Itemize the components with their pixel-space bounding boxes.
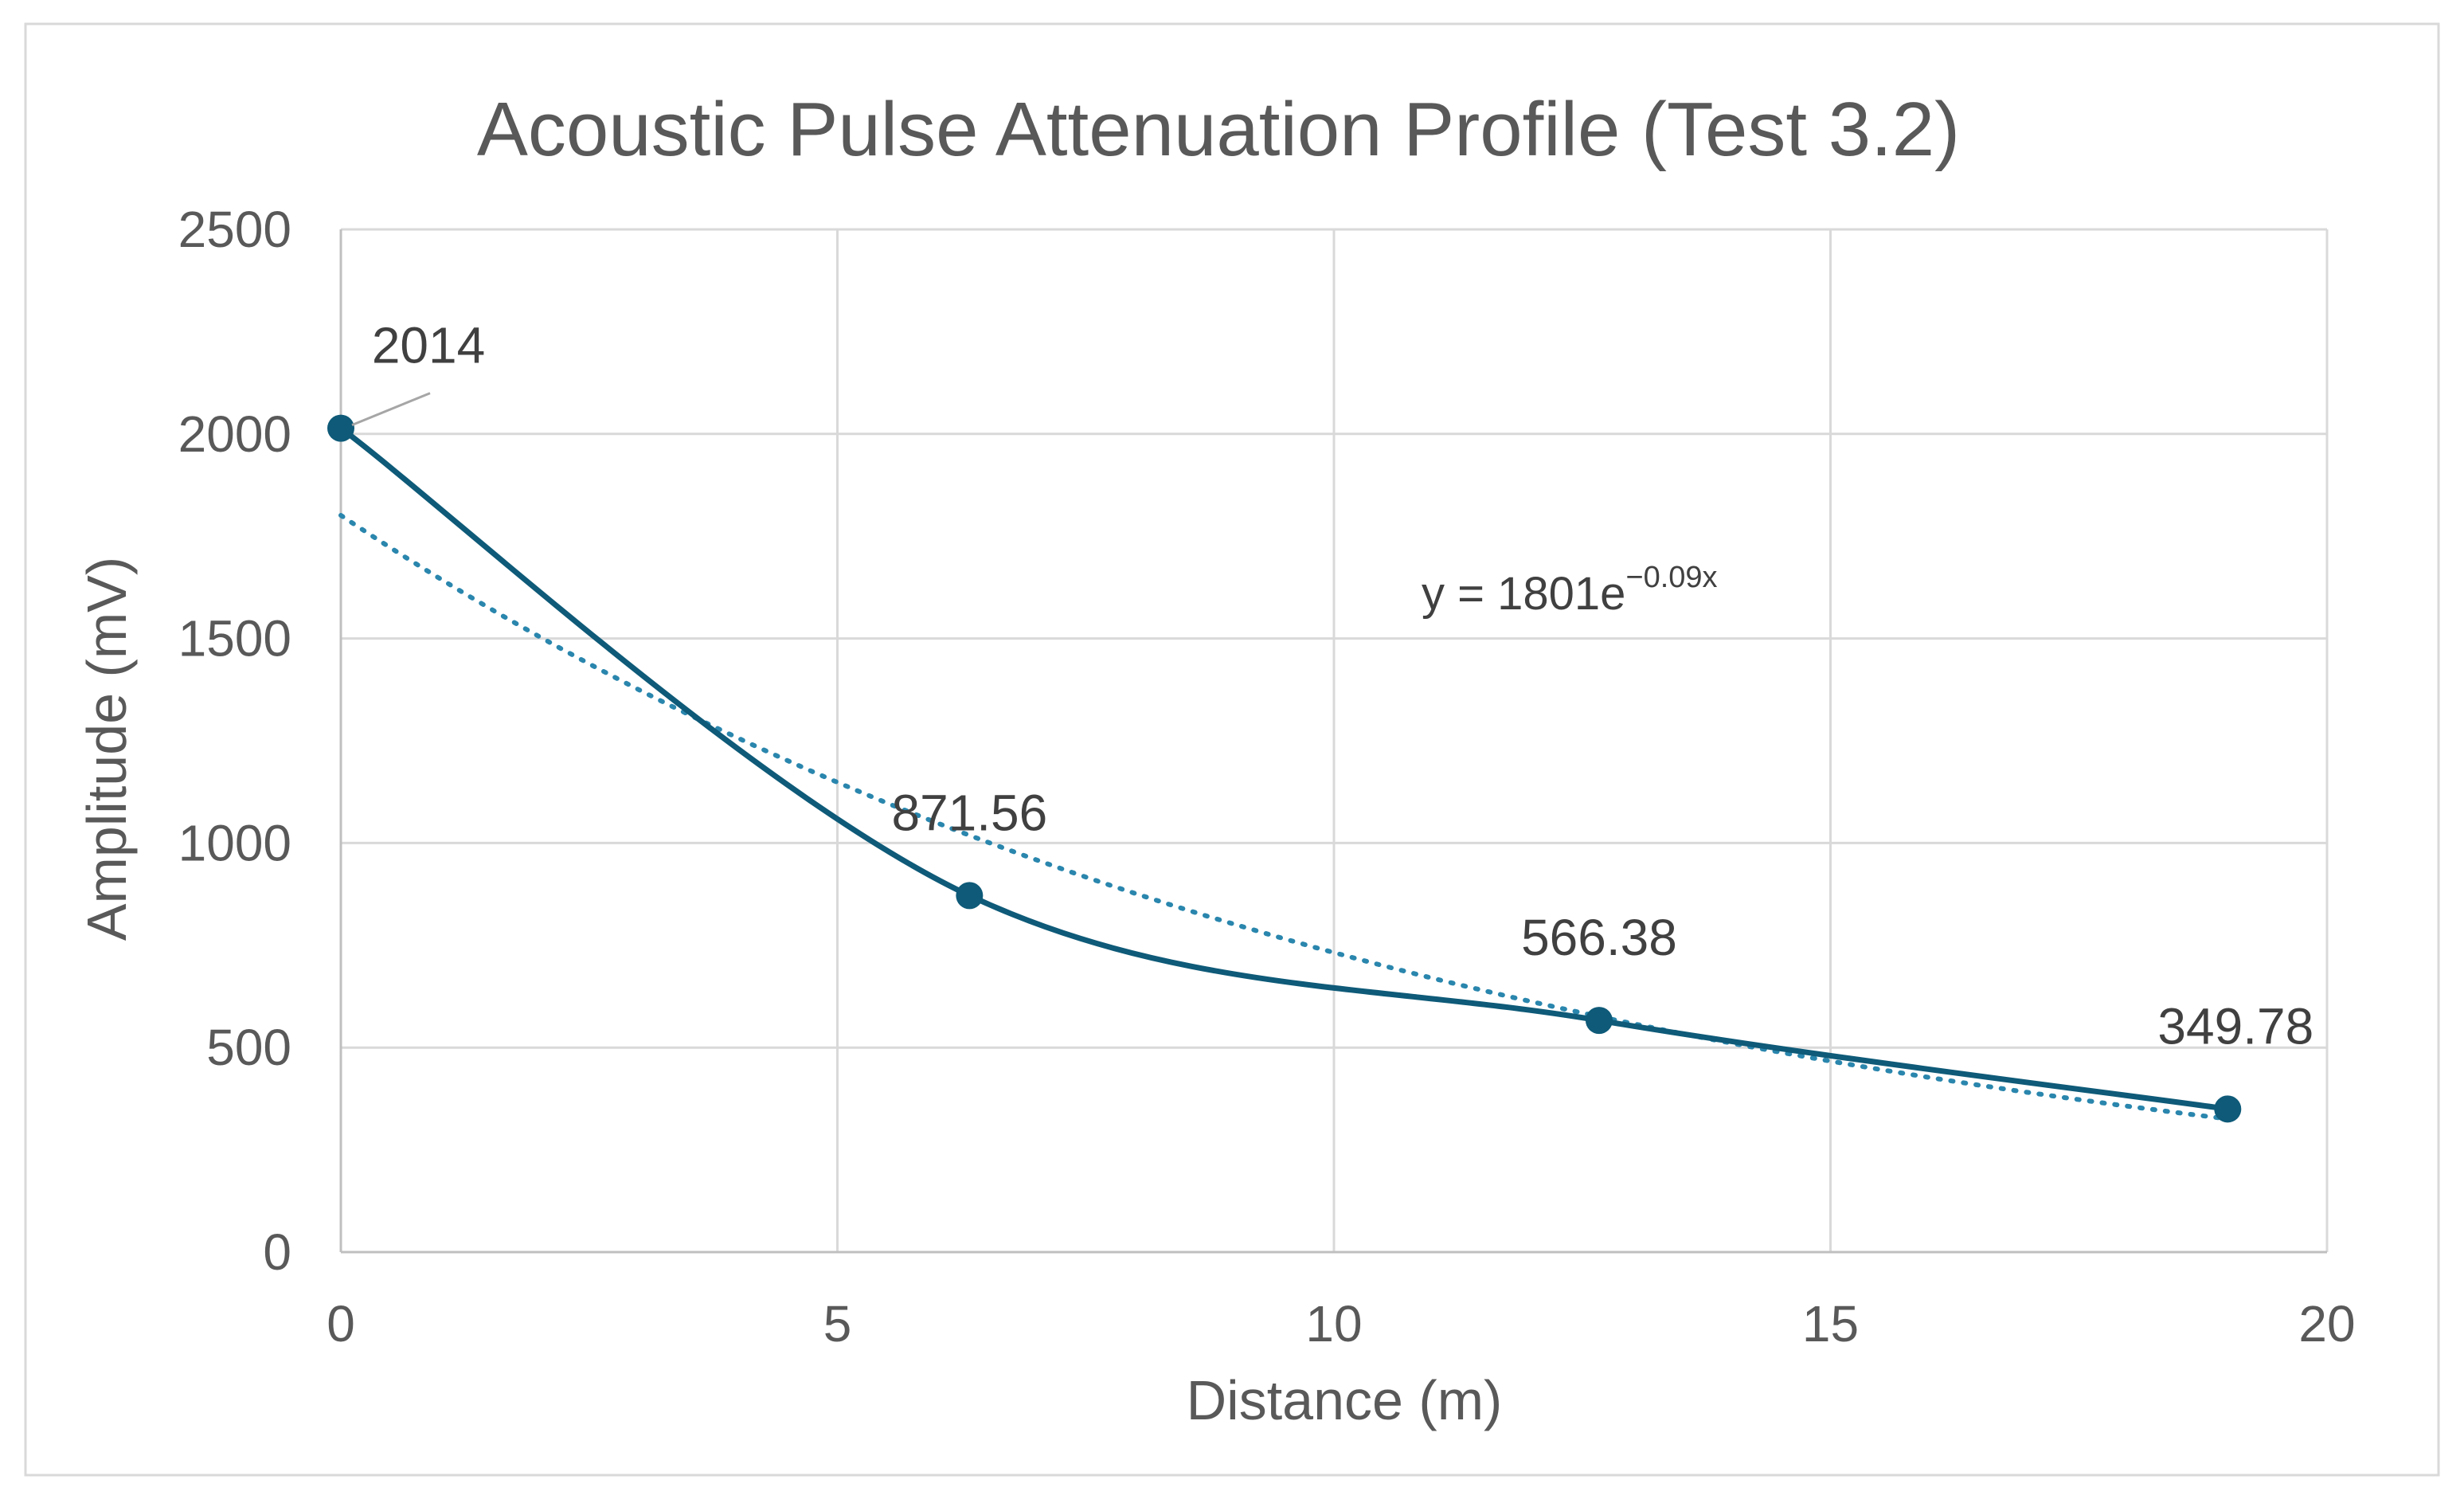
y-axis-title: Amplitude (mV) [76, 557, 138, 941]
data-label: 2014 [372, 317, 485, 374]
x-tick-label: 20 [2298, 1295, 2355, 1352]
x-tick-label: 5 [823, 1295, 852, 1352]
data-label: 566.38 [1521, 909, 1677, 966]
y-tick-label: 0 [263, 1223, 291, 1281]
y-tick-label: 1500 [178, 610, 291, 667]
data-point [956, 882, 984, 910]
y-tick-label: 2000 [178, 405, 291, 463]
x-tick-label: 0 [327, 1295, 355, 1352]
data-label: 349.78 [2157, 997, 2313, 1055]
y-tick-label: 500 [206, 1019, 291, 1076]
tick-labels: 0 500 1000 1500 2000 2500 0 5 10 15 20 [178, 201, 2356, 1352]
trendline-equation-exponent: −0.09x [1625, 561, 1717, 594]
y-tick-label: 1000 [178, 814, 291, 871]
data-label-leader [351, 392, 431, 426]
chart-frame [24, 22, 2440, 1477]
data-point [2214, 1095, 2242, 1123]
data-label: 871.56 [891, 784, 1047, 841]
x-tick-label: 15 [1802, 1295, 1859, 1352]
chart-title: Acoustic Pulse Attenuation Profile (Test… [477, 87, 1960, 172]
data-point [1585, 1007, 1613, 1035]
trendline-equation: y = 1801e−0.09x [1422, 561, 1718, 620]
series-line [338, 425, 2228, 1112]
y-tick-label: 2500 [178, 201, 291, 258]
x-tick-label: 10 [1305, 1295, 1362, 1352]
axes [339, 229, 2327, 1254]
grid-lines [341, 228, 2329, 1252]
trendline-equation-base: y = 1801e [1422, 568, 1625, 620]
trendline-layer [338, 513, 2231, 1121]
series-layer [327, 414, 2242, 1123]
data-point [327, 414, 354, 442]
trendline [338, 513, 2231, 1121]
x-axis-title: Distance (m) [1187, 1369, 1503, 1431]
data-labels: 2014 871.56 566.38 349.78 [351, 317, 2313, 1055]
